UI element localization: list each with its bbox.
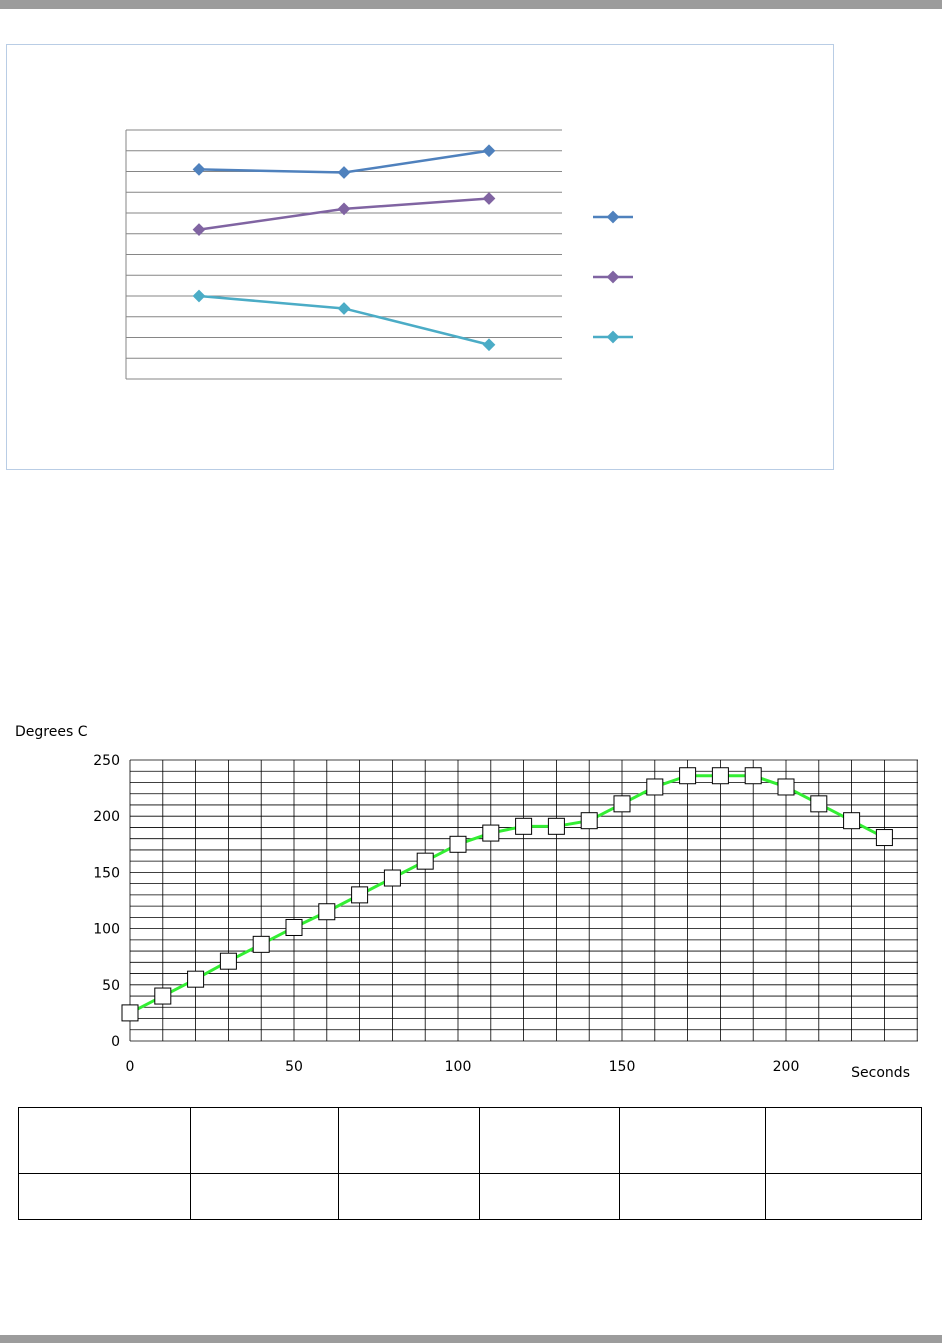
data-point [121,1004,139,1022]
table-cell [619,1107,766,1174]
data-point [843,812,861,830]
table-cell [479,1107,620,1174]
data-point [154,987,172,1005]
table-cell [619,1173,766,1220]
data-table [18,1107,922,1220]
data-point [679,767,697,785]
temperature-line [129,774,886,1015]
data-point [711,767,729,785]
page-top-bar [0,0,942,9]
temperature-chart: 0 50 100 150 200 250 0 50 100 150 200 Degrees C Seco… [15,724,918,1081]
table-row [18,1173,922,1220]
page-bottom-bar [0,1335,942,1343]
data-point [449,835,467,853]
data-point [547,817,565,835]
data-point [337,166,351,179]
data-point [337,302,351,315]
x-tick-label: 50 [285,1059,303,1075]
data-point [777,778,795,796]
y-tick-label: 250 [93,753,120,769]
table-cell [18,1107,191,1174]
data-point [285,918,303,936]
table-cell [765,1107,922,1174]
data-point [482,192,496,205]
table-cell [479,1173,620,1220]
data-point [192,223,206,236]
data-point [515,817,533,835]
data-point [613,795,631,813]
data-point [875,829,893,847]
line-chart [125,129,633,380]
y-tick-label: 150 [93,865,120,881]
data-point [482,144,496,158]
table-row [18,1107,922,1174]
x-tick-label: 100 [445,1059,472,1075]
table-cell [765,1173,922,1220]
y-tick-label: 50 [102,978,120,994]
line-chart-panel [6,44,834,470]
table-cell [338,1107,480,1174]
table-cell [338,1173,480,1220]
x-tick-label: 0 [126,1059,135,1075]
x-tick-label: 150 [609,1059,636,1075]
data-point [351,886,369,904]
data-point [416,852,434,870]
data-point [383,869,401,887]
x-axis-title: Seconds [851,1065,910,1081]
data-point [192,163,206,176]
table-cell [190,1107,339,1174]
data-point [810,795,828,813]
y-tick-label: 200 [93,809,120,825]
y-tick-label: 0 [111,1034,120,1050]
data-point [482,824,500,842]
data-point [337,202,351,216]
data-point [219,952,237,970]
data-point [646,778,664,796]
data-point [580,812,598,830]
data-point [744,767,762,785]
data-point [192,289,206,303]
data-point [318,903,336,921]
y-tick-label: 100 [93,922,120,938]
data-point [252,935,270,953]
data-point [187,970,205,988]
y-axis-title: Degrees C [15,724,88,740]
table-cell [190,1173,339,1220]
data-point [482,338,496,352]
table-cell [18,1173,191,1220]
x-tick-label: 200 [773,1059,800,1075]
